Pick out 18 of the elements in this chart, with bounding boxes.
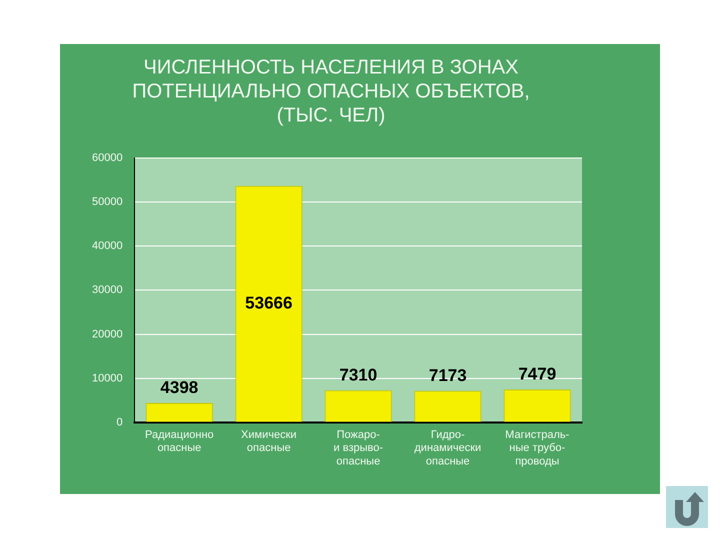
y-tick-label: 60000 [92,152,123,164]
data-label: 7310 [339,365,378,384]
data-label: 7173 [428,366,467,385]
y-tick-label: 50000 [92,196,123,208]
x-tick-label: Радиационно опасные [145,429,214,454]
y-tick-label: 40000 [92,240,123,252]
y-tick-label: 10000 [92,372,123,384]
data-label: 4398 [160,378,198,398]
y-tick-label: 0 [116,416,123,428]
data-label: 53666 [245,294,292,313]
y-tick-label: 30000 [92,284,123,296]
data-label: 7479 [518,364,556,384]
x-tick-label: Химически опасные [241,429,297,454]
chart-title: ЧИСЛЕННОСТЬ НАСЕЛЕНИЯ В ЗОНАХ ПОТЕНЦИАЛЬНО ОПАСНЫХ ОБЪЕКТОВ, (ТЫС. ЧЕЛ) [132,56,530,127]
x-tick-label: Гидро- динамически опасные [414,429,482,468]
x-tick-label: Магистраль- ные трубо- проводы [505,429,570,468]
x-tick-label: Пожаро- и взрыво- опасные [334,429,384,468]
y-tick-label: 20000 [92,328,123,340]
